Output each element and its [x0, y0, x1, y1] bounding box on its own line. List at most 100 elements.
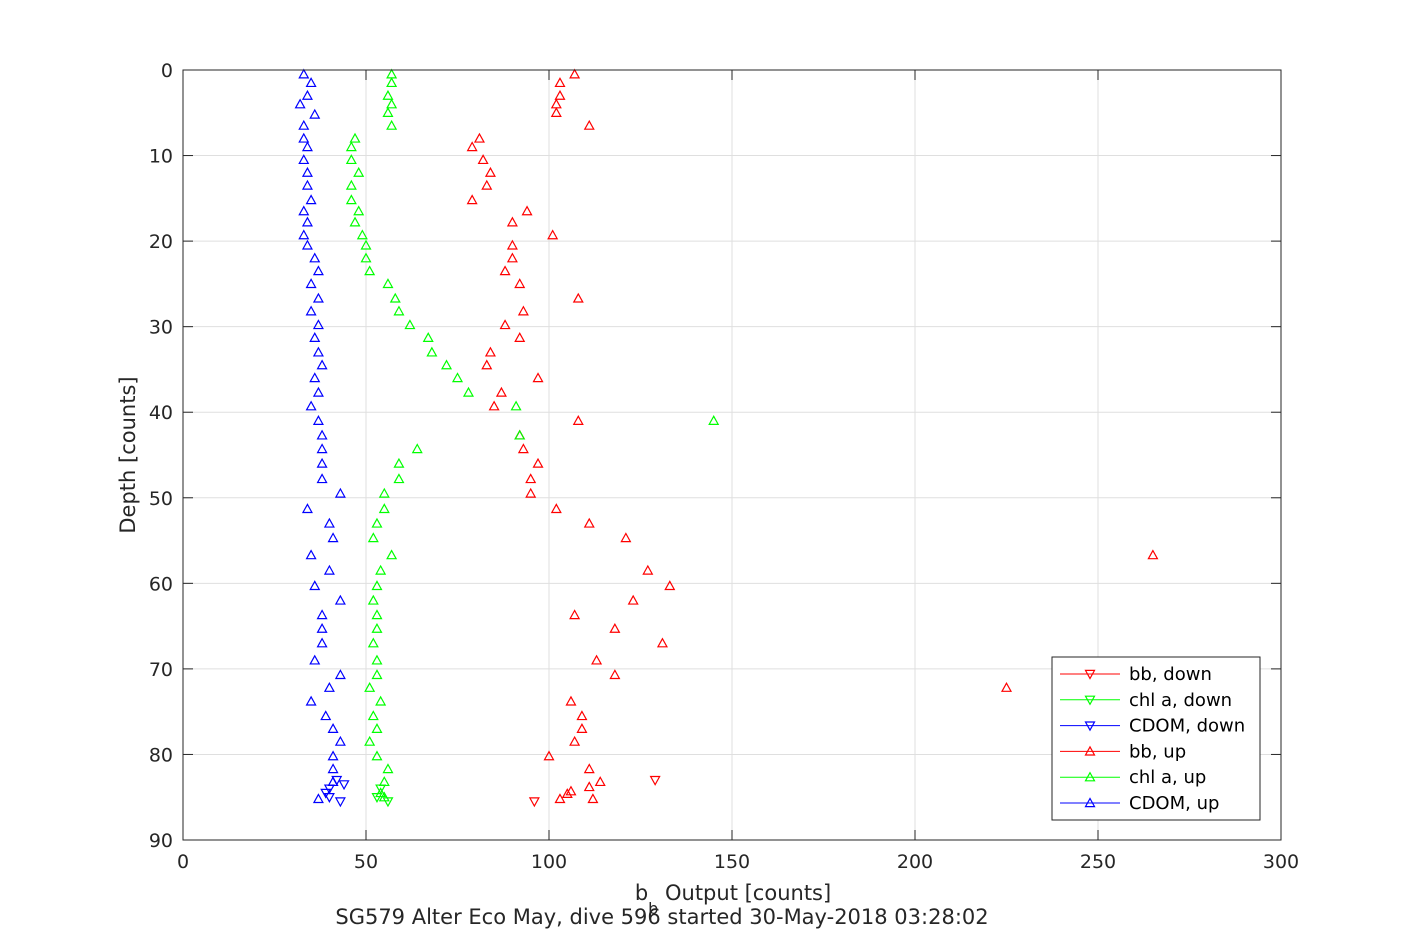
data-point	[514, 332, 526, 342]
legend-marker	[1084, 797, 1096, 808]
data-point	[499, 319, 511, 330]
data-point	[334, 669, 346, 680]
data-point	[367, 532, 379, 543]
data-point	[375, 695, 387, 706]
data-point	[298, 119, 310, 130]
data-point	[543, 750, 555, 761]
x-axis-label: bb Output [counts]	[635, 881, 831, 918]
data-point	[301, 216, 313, 227]
x-axis-label-subscript: b	[648, 899, 658, 918]
data-point	[554, 77, 566, 88]
y-tick-label: 50	[149, 488, 173, 510]
data-point	[305, 305, 317, 316]
ticks: 0 50 100 150 200 250 300 0 10 20 30 40 50 60 70 80 90	[149, 60, 1299, 873]
data-point	[514, 278, 526, 289]
data-point	[569, 735, 581, 746]
data-point	[312, 793, 324, 804]
data-point	[334, 594, 346, 605]
data-point	[583, 119, 595, 130]
data-point	[495, 386, 507, 397]
data-point	[323, 517, 335, 528]
data-point	[301, 239, 313, 250]
data-point	[389, 292, 401, 303]
x-tick-label: 0	[177, 851, 189, 873]
data-point	[345, 141, 357, 152]
y-axis-label: Depth [counts]	[116, 376, 140, 533]
data-point	[301, 89, 313, 100]
data-point	[627, 594, 639, 605]
x-tick-label: 50	[354, 851, 378, 873]
data-point	[316, 609, 328, 620]
data-point	[649, 775, 661, 786]
legend-marker	[1084, 745, 1096, 756]
data-point	[309, 252, 321, 263]
data-point	[393, 473, 405, 484]
data-point	[371, 580, 383, 591]
data-point	[411, 443, 423, 454]
data-point	[528, 797, 540, 808]
data-point	[609, 669, 621, 680]
data-point	[334, 735, 346, 746]
data-point	[334, 487, 346, 498]
data-point	[656, 637, 668, 648]
data-point	[484, 166, 496, 177]
data-point	[576, 710, 588, 721]
series-bb-down	[528, 775, 661, 808]
data-point	[517, 305, 529, 316]
data-point	[371, 517, 383, 528]
data-point	[327, 763, 339, 774]
data-point	[316, 429, 328, 440]
legend-marker	[1084, 771, 1096, 782]
data-point	[371, 609, 383, 620]
data-point	[312, 292, 324, 303]
data-point	[393, 305, 405, 316]
data-point	[327, 532, 339, 543]
legend-marker	[1084, 695, 1096, 706]
data-point	[554, 793, 566, 804]
data-point	[367, 594, 379, 605]
data-point	[305, 400, 317, 411]
data-point	[378, 791, 390, 802]
data-point	[554, 89, 566, 100]
data-point	[298, 154, 310, 165]
data-point	[312, 346, 324, 357]
data-point	[305, 77, 317, 88]
data-point	[316, 637, 328, 648]
data-point	[642, 564, 654, 575]
data-point	[364, 265, 376, 276]
data-point	[547, 229, 559, 240]
series-cdom-down	[320, 775, 350, 808]
y-tick-label: 70	[149, 659, 173, 681]
data-point	[371, 793, 383, 803]
x-tick-label: 100	[531, 851, 567, 873]
data-point	[591, 654, 603, 665]
data-point	[451, 372, 464, 383]
data-point	[466, 194, 478, 205]
data-point	[371, 669, 383, 680]
data-point	[316, 622, 328, 633]
data-point	[364, 681, 376, 692]
data-point	[594, 776, 606, 787]
data-point	[382, 107, 394, 117]
data-point	[309, 372, 321, 383]
legend-label: CDOM, down	[1129, 716, 1245, 737]
legend-label: bb, up	[1129, 741, 1186, 762]
data-point	[294, 98, 306, 109]
data-point	[316, 359, 328, 370]
data-point	[327, 723, 339, 733]
legend-label: chl a, up	[1129, 767, 1206, 788]
data-point	[583, 763, 595, 774]
data-point	[510, 400, 522, 411]
data-point	[298, 132, 310, 143]
y-tick-label: 10	[149, 146, 173, 168]
data-point	[353, 205, 365, 216]
data-point	[517, 443, 529, 454]
data-point	[301, 141, 313, 152]
data-point	[305, 278, 317, 289]
data-point	[305, 549, 317, 560]
data-point	[514, 429, 526, 440]
x-tick-label: 300	[1263, 851, 1299, 873]
data-point	[561, 788, 573, 799]
x-tick-label: 150	[714, 851, 750, 873]
